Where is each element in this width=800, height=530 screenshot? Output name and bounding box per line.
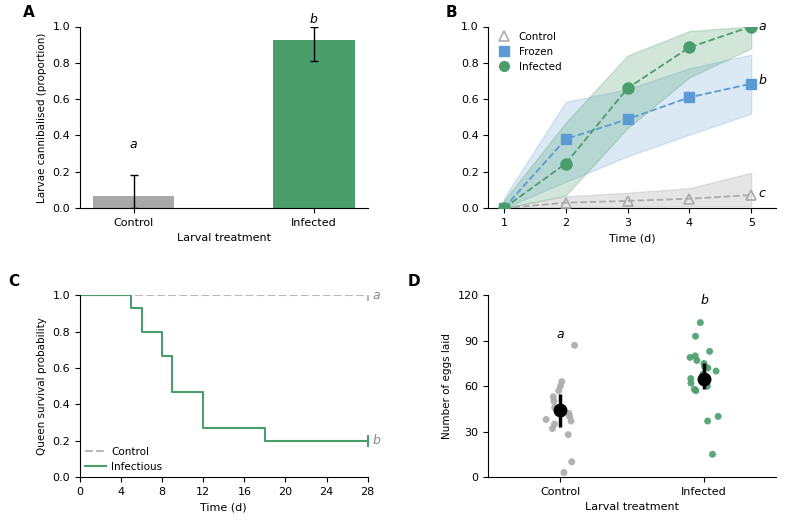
Point [555, 377, 568, 386]
Point [547, 393, 560, 401]
Legend: Control, Infectious: Control, Infectious [86, 447, 162, 472]
Point [562, 430, 574, 439]
Point [698, 372, 711, 380]
Y-axis label: Larvae cannibalised (proportion): Larvae cannibalised (proportion) [37, 32, 47, 202]
Point [547, 397, 560, 405]
Point [548, 420, 561, 428]
Point [566, 457, 578, 466]
Point [698, 359, 710, 368]
Text: b: b [373, 434, 381, 447]
Point [568, 341, 581, 350]
Text: B: B [446, 5, 457, 21]
Point [684, 374, 697, 383]
Point [563, 412, 576, 421]
Infectious [137, 329, 146, 335]
X-axis label: Larval treatment: Larval treatment [177, 233, 271, 243]
Point [703, 347, 716, 356]
Point [546, 425, 558, 433]
X-axis label: Larval treatment: Larval treatment [585, 502, 679, 513]
Point [690, 356, 703, 365]
Point [712, 412, 725, 421]
Bar [274, 40, 354, 208]
Point [702, 417, 714, 425]
Infectious [126, 292, 136, 298]
Point [552, 386, 565, 395]
Point [565, 417, 578, 425]
Point [685, 379, 698, 387]
Point [694, 319, 706, 327]
Text: b: b [700, 295, 708, 307]
Text: C: C [8, 274, 19, 289]
Point [698, 362, 711, 370]
Point [697, 370, 710, 378]
Infectious [168, 389, 178, 395]
Point [553, 406, 566, 414]
Point [690, 386, 702, 395]
Infectious [137, 304, 146, 311]
Point [701, 382, 714, 391]
Point [710, 367, 722, 375]
Text: c: c [758, 187, 766, 200]
Text: b: b [310, 13, 318, 25]
Infectious [158, 352, 167, 359]
Point [702, 364, 714, 372]
Infectious [198, 389, 208, 395]
Infectious [126, 304, 136, 311]
Point [684, 353, 697, 361]
Point [688, 385, 701, 393]
Infectious [168, 352, 178, 359]
X-axis label: Time (d): Time (d) [201, 502, 247, 513]
X-axis label: Time (d): Time (d) [609, 233, 655, 243]
Point [558, 468, 570, 476]
Point [540, 415, 553, 423]
Infectious [198, 425, 208, 431]
Infectious [75, 292, 85, 298]
Text: D: D [408, 274, 421, 289]
Point [562, 409, 575, 418]
Point [706, 450, 719, 458]
Infectious [260, 437, 270, 444]
Text: a: a [758, 20, 766, 33]
Y-axis label: Queen survival probability: Queen survival probability [37, 317, 47, 455]
Text: A: A [22, 5, 34, 21]
Text: a: a [557, 328, 564, 341]
Legend: Control, Frozen, Infected: Control, Frozen, Infected [494, 32, 562, 72]
Point [554, 382, 567, 391]
Point [689, 332, 702, 340]
Infectious [260, 425, 270, 431]
Text: b: b [758, 75, 766, 87]
Y-axis label: Number of eggs laid: Number of eggs laid [442, 333, 452, 439]
Point [689, 352, 702, 360]
Line: Infectious: Infectious [80, 295, 368, 440]
Infectious [363, 437, 373, 444]
Bar [93, 196, 174, 208]
Infectious [158, 329, 167, 335]
Text: a: a [130, 138, 138, 151]
Text: a: a [373, 289, 380, 302]
Point [548, 403, 561, 412]
